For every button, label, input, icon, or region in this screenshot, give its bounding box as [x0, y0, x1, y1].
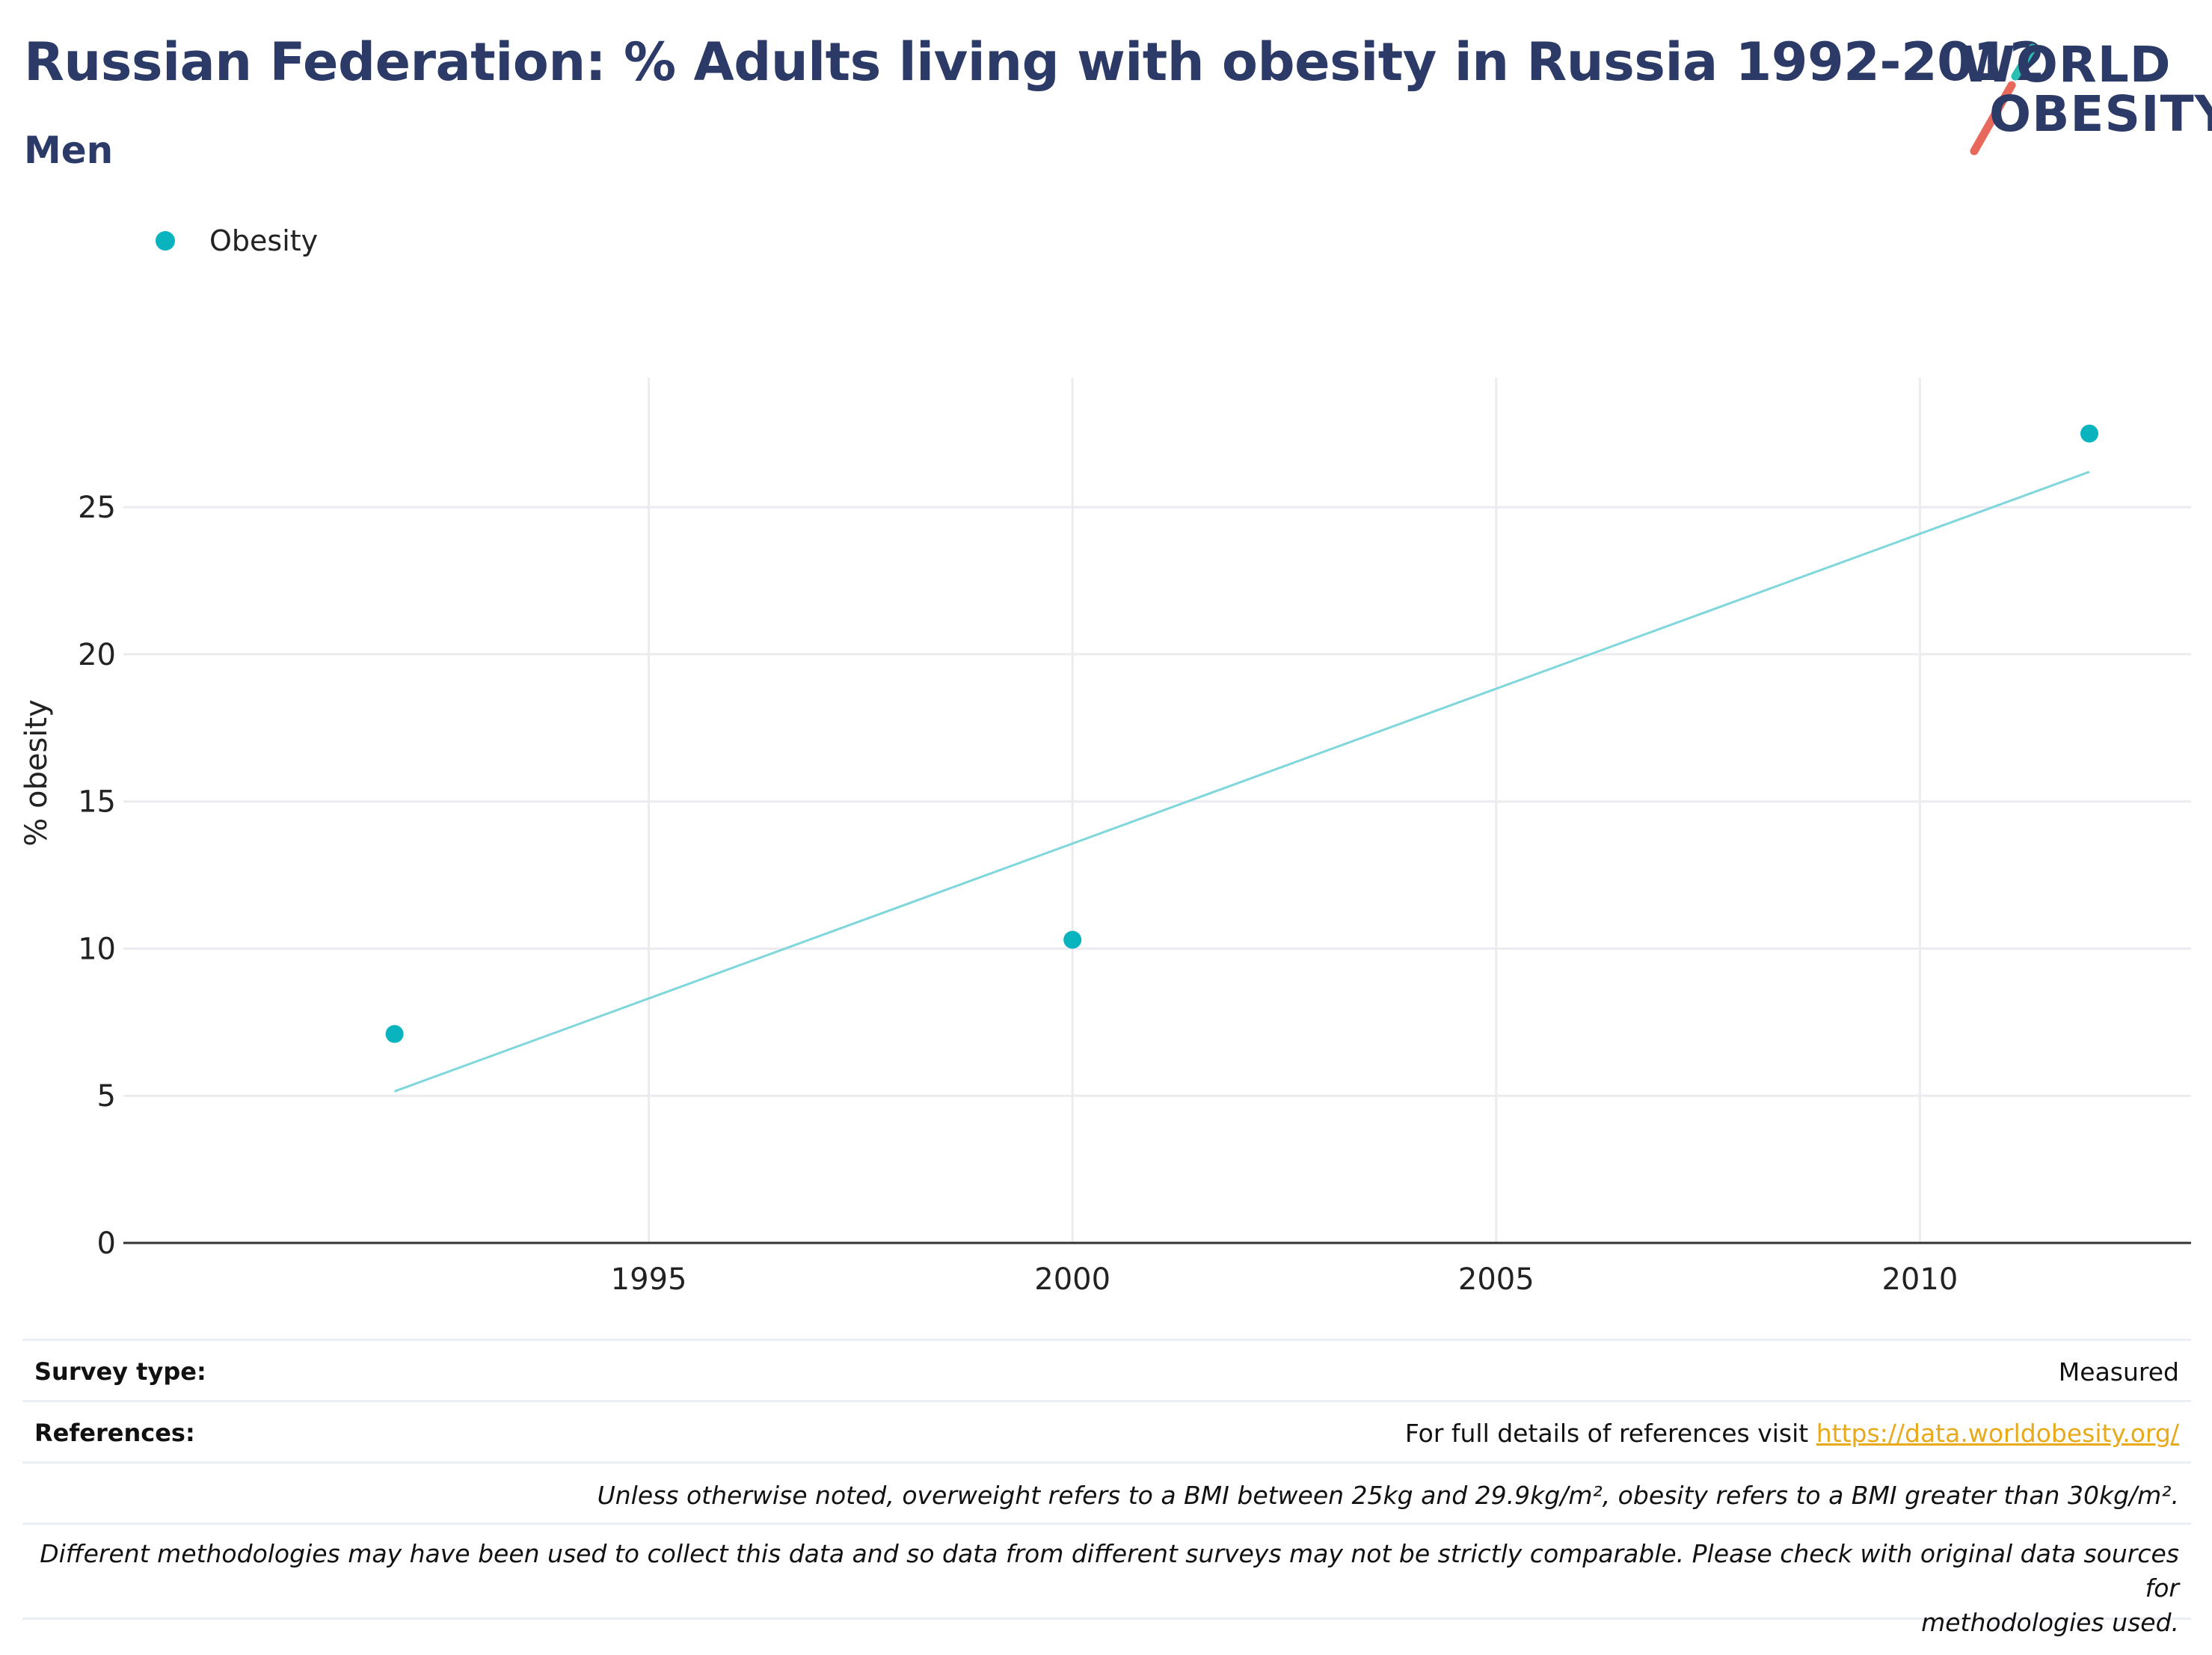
references-link[interactable]: https://data.worldobesity.org/: [1816, 1419, 2179, 1448]
y-tick-label: 0: [97, 1226, 116, 1261]
y-axis-label: % obesity: [19, 699, 54, 847]
note-bmi-definition: Unless otherwise noted, overweight refer…: [597, 1481, 2179, 1510]
grid: [123, 378, 2191, 1243]
data-points: [385, 424, 2099, 1043]
references-row: References: For full details of referenc…: [22, 1400, 2191, 1464]
data-point: [1063, 930, 1082, 949]
data-point: [385, 1025, 404, 1043]
note-methodology-row: Different methodologies may have been us…: [22, 1523, 2191, 1637]
y-tick-label: 15: [78, 785, 116, 820]
data-point: [2080, 424, 2099, 443]
page-title: Russian Federation: % Adults living with…: [24, 31, 2045, 93]
survey-type-label: Survey type:: [34, 1357, 206, 1386]
note-methodology-line2: methodologies used.: [1921, 1608, 2179, 1637]
page-subtitle: Men: [24, 129, 114, 172]
legend-label-obesity: Obesity: [209, 224, 319, 257]
references-text: For full details of references visit: [1404, 1419, 1816, 1448]
y-tick-label: 5: [97, 1079, 116, 1114]
logo-word-world: WORLD: [1961, 36, 2172, 93]
references-label: References:: [34, 1419, 195, 1447]
x-tick-label: 2010: [1881, 1262, 1958, 1297]
legend-marker-obesity: [156, 231, 175, 251]
y-tick-label: 25: [78, 491, 116, 525]
references-value: For full details of references visit htt…: [1405, 1419, 2179, 1448]
x-tick-label: 2000: [1034, 1262, 1110, 1297]
note-methodology: Different methodologies may have been us…: [22, 1537, 2179, 1640]
legend[interactable]: Obesity: [156, 224, 318, 257]
trendline: [394, 470, 2090, 1093]
survey-type-value: Measured: [2058, 1357, 2179, 1387]
logo-word-obesity: OBESITY: [1989, 85, 2212, 143]
scatter-chart: 1995 2000 2005 2010 0 5 10 15 20 25 % obesity: [19, 378, 2191, 1297]
y-tick-label: 10: [78, 932, 116, 966]
note-methodology-line1: Different methodologies may have been us…: [40, 1539, 2179, 1603]
x-tick-label: 2005: [1458, 1262, 1534, 1297]
axes: 1995 2000 2005 2010 0 5 10 15 20 25: [78, 491, 2191, 1297]
survey-type-row: Survey type: Measured: [22, 1339, 2191, 1402]
trendline-group: [394, 470, 2090, 1093]
note-bmi-row: Unless otherwise noted, overweight refer…: [22, 1461, 2191, 1525]
world-obesity-logo: WORLD OBESITY: [1944, 22, 2212, 157]
x-tick-label: 1995: [611, 1262, 687, 1297]
logo-slash-icon: [1970, 43, 2037, 156]
y-tick-label: 20: [78, 638, 116, 672]
